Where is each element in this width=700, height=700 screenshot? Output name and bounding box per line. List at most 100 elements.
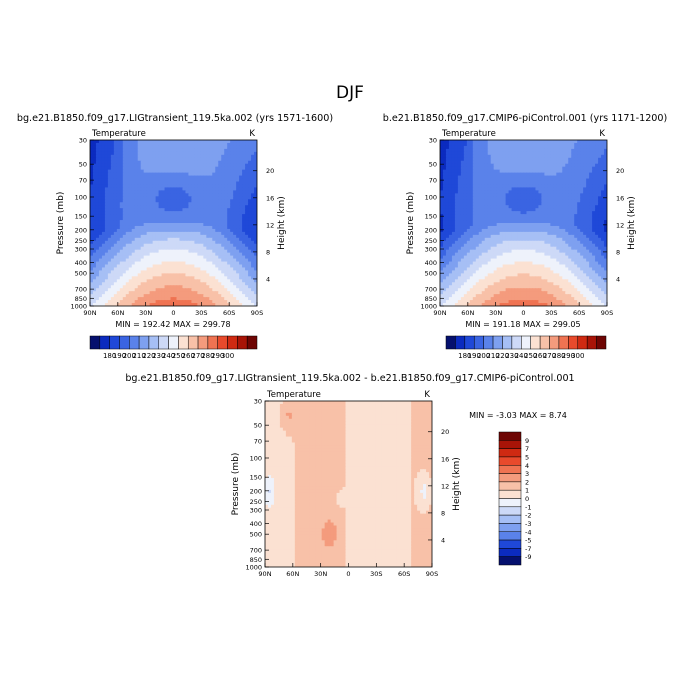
field-cell: [227, 199, 231, 203]
field-cell: [245, 258, 249, 263]
field-cell: [541, 220, 545, 224]
field-cell: [188, 148, 192, 153]
field-cell: [185, 228, 190, 233]
field-cell: [206, 300, 210, 304]
field-cell: [224, 273, 228, 277]
field-cell: [95, 214, 100, 218]
field-cell: [236, 273, 240, 277]
field-cell: [212, 303, 216, 306]
field-cell: [499, 151, 504, 156]
field-cell: [484, 228, 489, 233]
field-cell: [90, 237, 94, 242]
field-cell: [233, 169, 237, 174]
field-cell: [562, 154, 566, 159]
field-cell: [134, 237, 139, 242]
field-cell: [598, 220, 602, 224]
field-cell: [535, 145, 540, 150]
field-cell: [583, 208, 587, 212]
field-cell: [206, 237, 210, 242]
field-cell: [173, 270, 178, 274]
field-cell: [460, 214, 465, 218]
field-cell: [188, 276, 192, 280]
field-cell: [601, 217, 605, 221]
field-cell: [481, 199, 486, 203]
field-cell: [239, 184, 243, 189]
field-cell: [574, 225, 578, 230]
field-cell: [188, 220, 192, 224]
field-cell: [107, 214, 112, 218]
field-cell: [197, 157, 201, 162]
field-cell: [188, 217, 192, 221]
field-cell: [185, 252, 190, 257]
field-cell: [586, 217, 590, 221]
field-cell: [113, 205, 118, 209]
field-cell: [463, 148, 468, 153]
field-cell: [209, 142, 213, 147]
field-cell: [245, 160, 249, 165]
field-cell: [92, 300, 97, 304]
field-cell: [215, 208, 219, 212]
field-cell: [167, 211, 172, 215]
field-cell: [502, 208, 507, 212]
field-cell: [221, 184, 225, 189]
field-cell: [146, 243, 151, 248]
field-cell: [206, 288, 210, 292]
field-cell: [538, 217, 542, 221]
field-cell: [502, 154, 507, 159]
field-cell: [188, 264, 192, 269]
field-cell: [206, 193, 210, 197]
field-cell: [583, 178, 587, 183]
field-cell: [511, 190, 516, 194]
field-cell: [553, 184, 557, 189]
field-cell: [472, 151, 477, 156]
field-cell: [511, 166, 516, 171]
field-cell: [218, 285, 222, 289]
field-cell: [580, 148, 584, 153]
field-cell: [511, 228, 516, 233]
field-cell: [98, 249, 103, 254]
field-cell: [113, 211, 118, 215]
field-cell: [90, 145, 94, 150]
field-cell: [161, 157, 166, 162]
field-cell: [179, 199, 184, 203]
field-cell: [478, 154, 483, 159]
field-cell: [203, 187, 207, 191]
field-cell: [119, 303, 124, 306]
field-cell: [508, 220, 513, 224]
field-cell: [598, 148, 602, 153]
field-cell: [173, 193, 178, 197]
field-cell: [134, 279, 139, 283]
field-cell: [134, 225, 139, 230]
field-cell: [227, 169, 231, 174]
field-cell: [469, 160, 474, 165]
field-cell: [110, 181, 115, 186]
field-cell: [511, 175, 516, 180]
field-cell: [176, 291, 181, 295]
field-cell: [173, 151, 178, 156]
field-cell: [179, 294, 184, 298]
field-cell: [245, 142, 249, 147]
field-cell: [185, 199, 190, 203]
field-cell: [194, 175, 198, 180]
field-cell: [505, 160, 510, 165]
field-cell: [502, 228, 507, 233]
field-cell: [451, 145, 456, 150]
field-cell: [586, 154, 590, 159]
field-cell: [185, 157, 190, 162]
field-cell: [146, 181, 151, 186]
field-cell: [122, 261, 127, 266]
field-cell: [98, 273, 103, 277]
field-cell: [541, 193, 545, 197]
field-cell: [254, 199, 257, 203]
field-cell: [200, 214, 204, 218]
field-cell: [143, 214, 148, 218]
field-cell: [113, 190, 118, 194]
field-cell: [101, 270, 106, 274]
field-cell: [182, 231, 187, 236]
field-cell: [511, 225, 516, 230]
field-cell: [149, 157, 154, 162]
field-cell: [203, 157, 207, 162]
field-cell: [110, 297, 115, 301]
field-cell: [113, 223, 118, 227]
field-cell: [520, 228, 525, 233]
